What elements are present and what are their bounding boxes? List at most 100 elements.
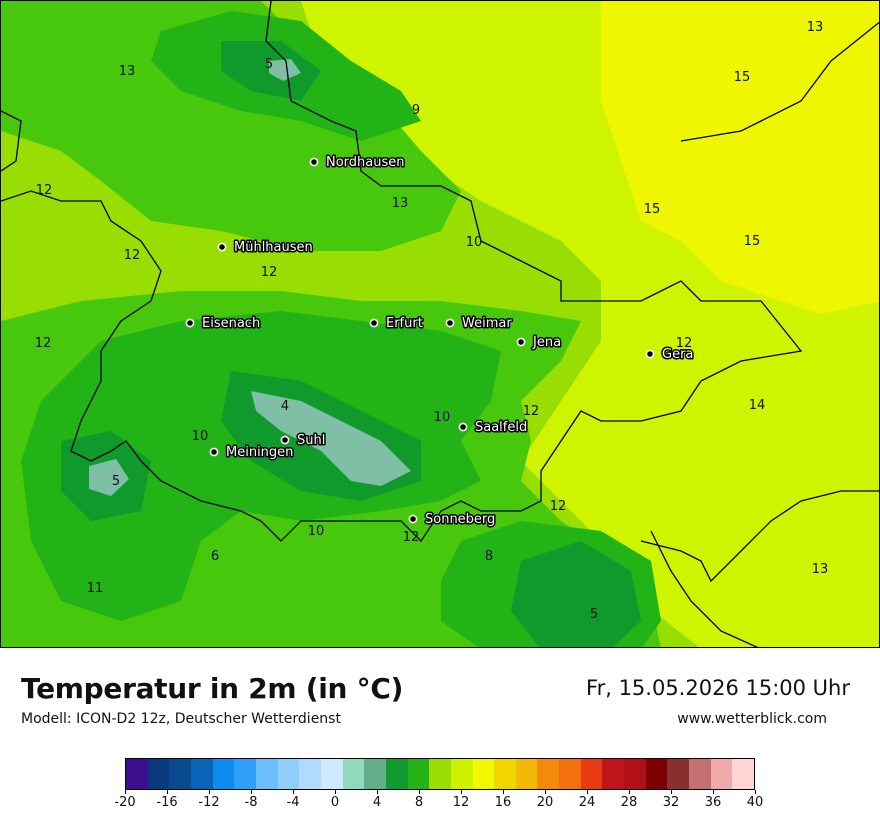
isotherm-label: 10 [192, 429, 209, 444]
map-footer: Temperatur in 2m (in °C) Modell: ICON-D2… [0, 648, 880, 830]
isotherm-label: 12 [261, 265, 278, 280]
city-erfurt: Erfurt [369, 315, 424, 333]
city-dot [369, 318, 379, 328]
tick-mark [167, 790, 168, 794]
temp-zone-4-west [89, 459, 129, 496]
city-dot [185, 318, 195, 328]
tick-label: 0 [330, 795, 340, 810]
tick-label: 32 [662, 795, 680, 810]
isotherm-label: 12 [403, 530, 420, 545]
tick-label: -12 [198, 795, 220, 810]
city-jena: Jena [516, 334, 563, 352]
color-swatch [732, 759, 755, 789]
isotherm-label: 4 [281, 399, 289, 414]
tick-mark [503, 790, 504, 794]
tick-mark [713, 790, 714, 794]
tick-mark [377, 790, 378, 794]
tick-mark [419, 790, 420, 794]
tick-label: 12 [452, 795, 470, 810]
forecast-datetime: Fr, 15.05.2026 15:00 Uhr [586, 676, 850, 700]
city-dot [217, 242, 227, 252]
color-swatch [624, 759, 646, 789]
isotherm-label: 8 [485, 549, 493, 564]
city-sonneberg: Sonneberg [408, 511, 497, 529]
isotherm-label: 12 [124, 248, 141, 263]
temp-zone-16 [601, 1, 879, 321]
city-label: Eisenach [202, 316, 260, 331]
isotherm-label: 13 [807, 20, 824, 35]
temp-zone-14-east [741, 301, 879, 491]
color-swatch [710, 759, 733, 789]
isotherm-label: 12 [676, 336, 693, 351]
tick-mark [461, 790, 462, 794]
temperature-map: 13 5 9 13 15 12 13 15 12 10 15 12 12 12 4 14 10 12 10 5 12 10… [0, 0, 880, 648]
tick-label: -16 [156, 795, 178, 810]
tick-mark [545, 790, 546, 794]
temp-zone-4-north [269, 59, 301, 81]
city-label: Suhl [297, 433, 325, 448]
tick-label: 20 [536, 795, 554, 810]
isotherm-label: 12 [550, 499, 567, 514]
isotherm-label: 13 [392, 196, 409, 211]
tick-label: 28 [620, 795, 638, 810]
city-suhl: Suhl [280, 432, 327, 450]
color-swatch [515, 759, 538, 789]
city-dot [445, 318, 455, 328]
isotherm-label: 10 [434, 410, 451, 425]
color-swatch [537, 759, 560, 789]
city-gera: Gera [645, 346, 695, 364]
isotherm-label: 10 [308, 524, 325, 539]
color-swatch [472, 759, 495, 789]
color-swatch [645, 759, 668, 789]
color-swatch [169, 759, 191, 789]
city-label: Sonneberg [425, 512, 495, 527]
model-source: Modell: ICON-D2 12z, Deutscher Wetterdie… [21, 711, 341, 727]
isotherm-label: 5 [265, 57, 273, 72]
color-swatch [255, 759, 278, 789]
city-meiningen: Meiningen [209, 444, 295, 462]
color-swatch [429, 759, 451, 789]
city-dot [645, 349, 655, 359]
color-scale-bar [125, 758, 755, 790]
color-swatch [602, 759, 625, 789]
city-label: Erfurt [386, 316, 423, 331]
tick-mark [293, 790, 294, 794]
isotherm-label: 13 [119, 64, 136, 79]
temp-zone-4 [251, 391, 411, 486]
tick-label: 24 [578, 795, 596, 810]
tick-label: 8 [414, 795, 424, 810]
tick-mark [125, 790, 126, 794]
tick-label: 40 [746, 795, 764, 810]
isotherm-label: 11 [87, 581, 104, 596]
isotherm-label: 5 [112, 474, 120, 489]
tick-label: 36 [704, 795, 722, 810]
city-dot [458, 422, 468, 432]
isotherm-label: 6 [211, 549, 219, 564]
color-swatch [147, 759, 170, 789]
temp-zone-10-north [1, 1, 461, 251]
city-saalfeld: Saalfeld [458, 419, 529, 437]
color-swatch [407, 759, 430, 789]
temp-zone-6-south [511, 541, 641, 647]
color-swatch [190, 759, 213, 789]
isotherm-label: 5 [590, 607, 598, 622]
website-url: www.wetterblick.com [677, 711, 827, 727]
city-markers: Nordhausen Mühlhausen Eisenach Erfurt Weimar… [185, 154, 695, 529]
color-swatch [450, 759, 473, 789]
tick-mark [335, 790, 336, 794]
map-title: Temperatur in 2m (in °C) [21, 672, 404, 705]
city-label: Saalfeld [475, 420, 527, 435]
city-dot [408, 514, 418, 524]
color-swatch [494, 759, 516, 789]
isotherm-label: 12 [523, 404, 540, 419]
city-dot [516, 337, 526, 347]
city-label: Nordhausen [326, 155, 405, 170]
tick-mark [671, 790, 672, 794]
map-canvas: 13 5 9 13 15 12 13 15 12 10 15 12 12 12 4 14 10 12 10 5 12 10… [1, 1, 879, 647]
tick-mark [629, 790, 630, 794]
tick-label: 4 [372, 795, 382, 810]
tick-mark [251, 790, 252, 794]
isotherm-label: 10 [466, 235, 483, 250]
city-mühlhausen: Mühlhausen [217, 239, 314, 257]
tick-label: 16 [494, 795, 512, 810]
